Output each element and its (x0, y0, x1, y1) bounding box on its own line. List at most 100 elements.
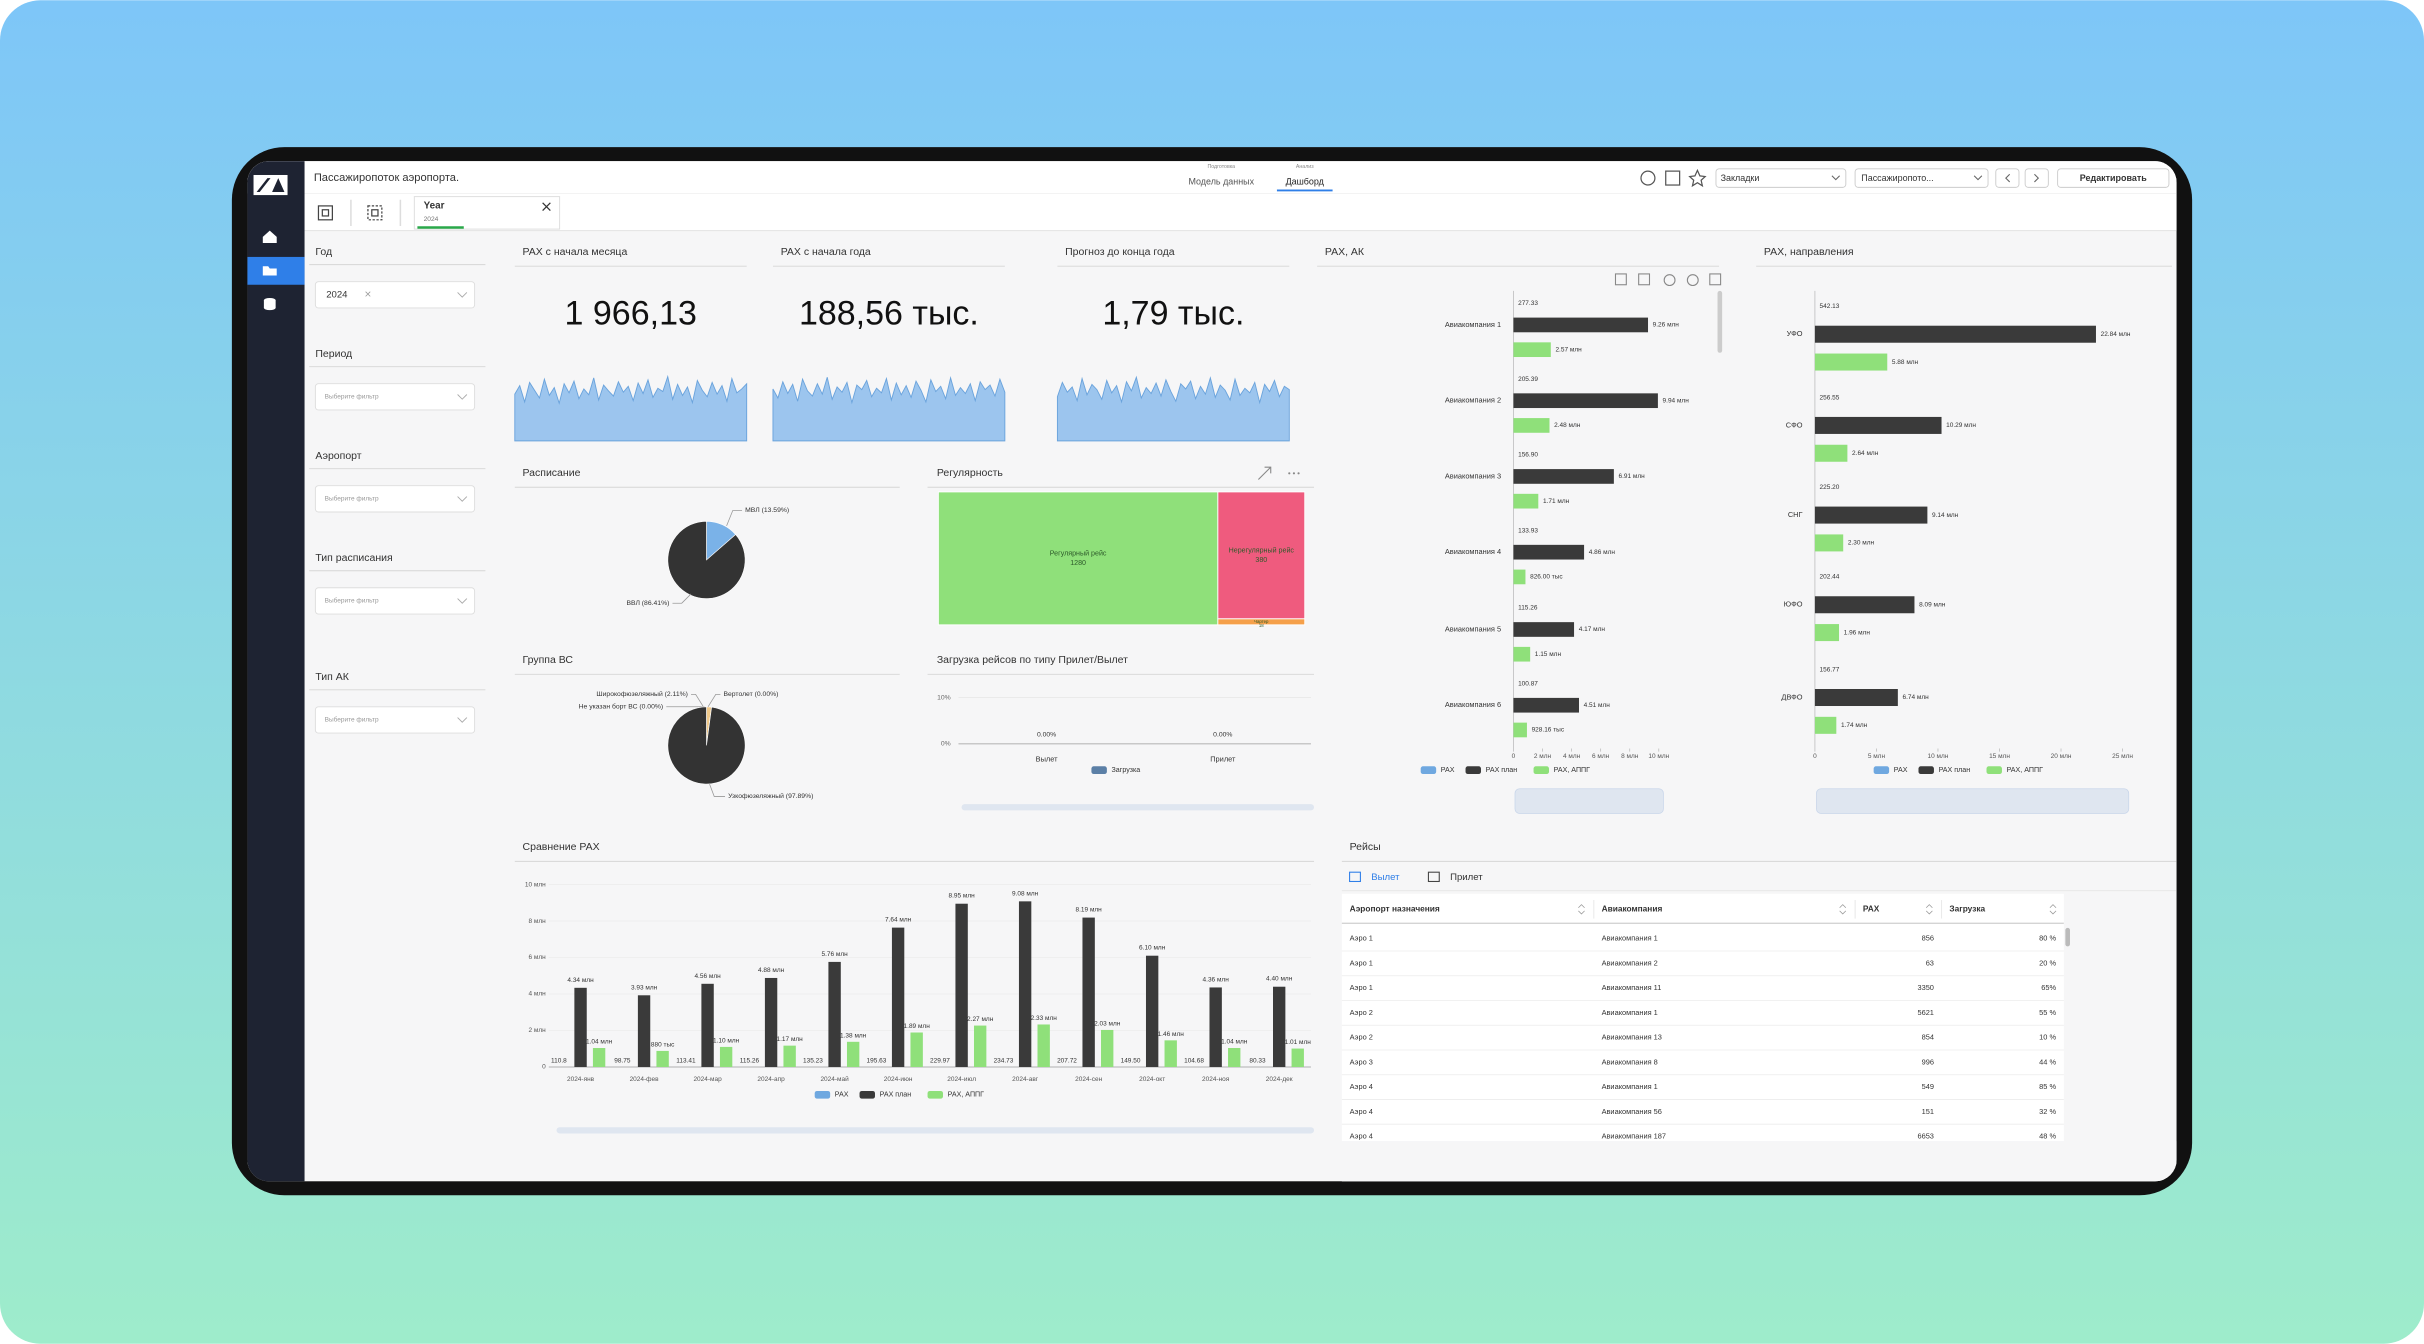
chip-close[interactable] (542, 202, 551, 211)
value-label: 207.72 (1057, 1058, 1077, 1065)
bar (656, 1050, 669, 1067)
x-tick-label: 2 млн (1534, 753, 1552, 760)
pie-slice (667, 706, 746, 785)
category-label: Авиакомпания 2 (1445, 396, 1501, 405)
bar (1209, 987, 1222, 1067)
x-tick-label: 2024-сен (1075, 1076, 1102, 1083)
chevron (457, 496, 468, 502)
x-tick-label: 20 млн (2051, 753, 2072, 760)
value-label: 234.73 (994, 1058, 1014, 1065)
legend-swatch (927, 1090, 944, 1099)
bar (1814, 716, 1837, 734)
table-tab[interactable]: Прилет (1450, 872, 1483, 883)
more-icon[interactable] (1288, 472, 1300, 475)
treemap-cell (1217, 491, 1306, 620)
value-label: 8.19 млн (1076, 907, 1103, 914)
bar (1513, 393, 1658, 409)
legend-swatch (1420, 766, 1437, 775)
bar (1513, 544, 1585, 560)
filter-dropdown[interactable] (314, 706, 476, 734)
nav-tab[interactable]: Дашборд (1286, 176, 1325, 186)
y-tick-label: 4 млн (528, 991, 546, 998)
table-cell: Аэро 4 (1350, 1107, 1373, 1116)
filter-label: Период (315, 348, 352, 360)
chip-label: Year (424, 201, 445, 212)
pie-slice (667, 520, 746, 599)
cell-label: Нерегулярный рейс (1229, 547, 1295, 555)
scrollbars[interactable] (556, 290, 2130, 1134)
x-tick-label: 2024-апр (757, 1076, 785, 1083)
value-label: 5.88 млн (1892, 359, 1919, 366)
toolbar-icons[interactable] (317, 205, 383, 221)
x-tick-label: 2024-фев (630, 1076, 660, 1083)
filter-dropdown[interactable] (314, 587, 476, 615)
table-cell: Аэро 2 (1350, 1008, 1373, 1017)
value-label: 5.76 млн (821, 951, 848, 958)
column-header[interactable]: Загрузка (1949, 904, 1985, 914)
category-label: Авиакомпания 1 (1445, 320, 1501, 329)
kpi-title: PAX с начала месяца (523, 246, 628, 258)
table-cell: Авиакомпания 1 (1602, 934, 1658, 943)
cell-label: Регулярный рейс (1050, 550, 1107, 558)
bar (1814, 689, 1898, 707)
tab-icon (1349, 871, 1361, 883)
x-tick-label: Прилет (1210, 754, 1236, 763)
table-cell: Аэро 1 (1350, 983, 1373, 992)
header-chevrons (1831, 173, 2040, 183)
kpi-title: Прогноз до конца года (1065, 246, 1175, 258)
x-tick-label: 8 млн (1621, 753, 1639, 760)
header-controls[interactable] (1715, 168, 2170, 188)
value-label: 6.74 млн (1902, 694, 1929, 701)
selection-chip[interactable] (413, 196, 561, 230)
filter-dropdown[interactable] (314, 281, 476, 309)
legend-label: PAX (1894, 766, 1908, 774)
table-cell: 856 (1922, 934, 1934, 943)
chart-title: Расписание (523, 467, 581, 479)
value-label: 4.36 млн (1203, 976, 1230, 983)
value-label: 115.26 (740, 1058, 760, 1065)
value-label: 1.38 млн (840, 1032, 867, 1039)
chart-title: Загрузка рейсов по типу Прилет/Вылет (937, 654, 1128, 666)
value-label: 156.90 (1518, 452, 1538, 459)
value-label: 1.74 млн (1841, 722, 1868, 729)
x-tick-label: 2024-май (820, 1075, 849, 1083)
chart-title: PAX, направления (1764, 246, 1854, 258)
tab-icon (1427, 871, 1440, 883)
filter-placeholder: Выберите фильтр (325, 495, 379, 503)
column-header[interactable]: PAX (1863, 904, 1880, 914)
table-cell: Авиакомпания 13 (1602, 1033, 1662, 1042)
chevron (457, 292, 468, 298)
filter-dropdown[interactable] (314, 485, 476, 513)
column-header[interactable]: Аэропорт назначения (1350, 904, 1440, 914)
bar (1814, 506, 1928, 524)
table-cell: Аэро 1 (1350, 958, 1373, 967)
filter-value: 2024 (326, 289, 348, 300)
value-label: 9.94 млн (1663, 397, 1690, 404)
slice-label: Не указан борт ВС (0.00%) (579, 703, 664, 711)
value-label: 1.04 млн (1221, 1039, 1248, 1046)
filter-placeholder: Выберите фильтр (325, 393, 379, 401)
chart-tools[interactable] (1257, 273, 1722, 480)
bar (955, 903, 968, 1067)
value-label: 4.51 млн (1584, 702, 1611, 709)
bar (1164, 1040, 1177, 1067)
x-tick-label: 25 млн (2112, 753, 2133, 760)
nav-tab[interactable]: Модель данных (1188, 176, 1254, 186)
bar (1513, 697, 1579, 713)
category-label: Авиакомпания 3 (1445, 471, 1501, 480)
y-tick-label: 8 млн (528, 918, 546, 925)
value-label: 22.84 млн (2101, 331, 2131, 338)
x-tick-label: 2024-дек (1266, 1076, 1293, 1083)
column-header[interactable]: Авиакомпания (1602, 904, 1663, 914)
table-tab[interactable]: Вылет (1371, 872, 1400, 883)
legend-swatch (1918, 766, 1934, 775)
x-tick-label: 4 млн (1563, 753, 1581, 760)
database-icon[interactable] (263, 298, 276, 311)
bar (1101, 1029, 1114, 1067)
header-icons[interactable] (1640, 168, 1707, 188)
cell-label: Чартер (1254, 619, 1269, 624)
filter-dropdown[interactable] (314, 383, 476, 411)
value-label: 928.16 тыс (1532, 727, 1565, 734)
folder-icon[interactable] (262, 266, 277, 276)
